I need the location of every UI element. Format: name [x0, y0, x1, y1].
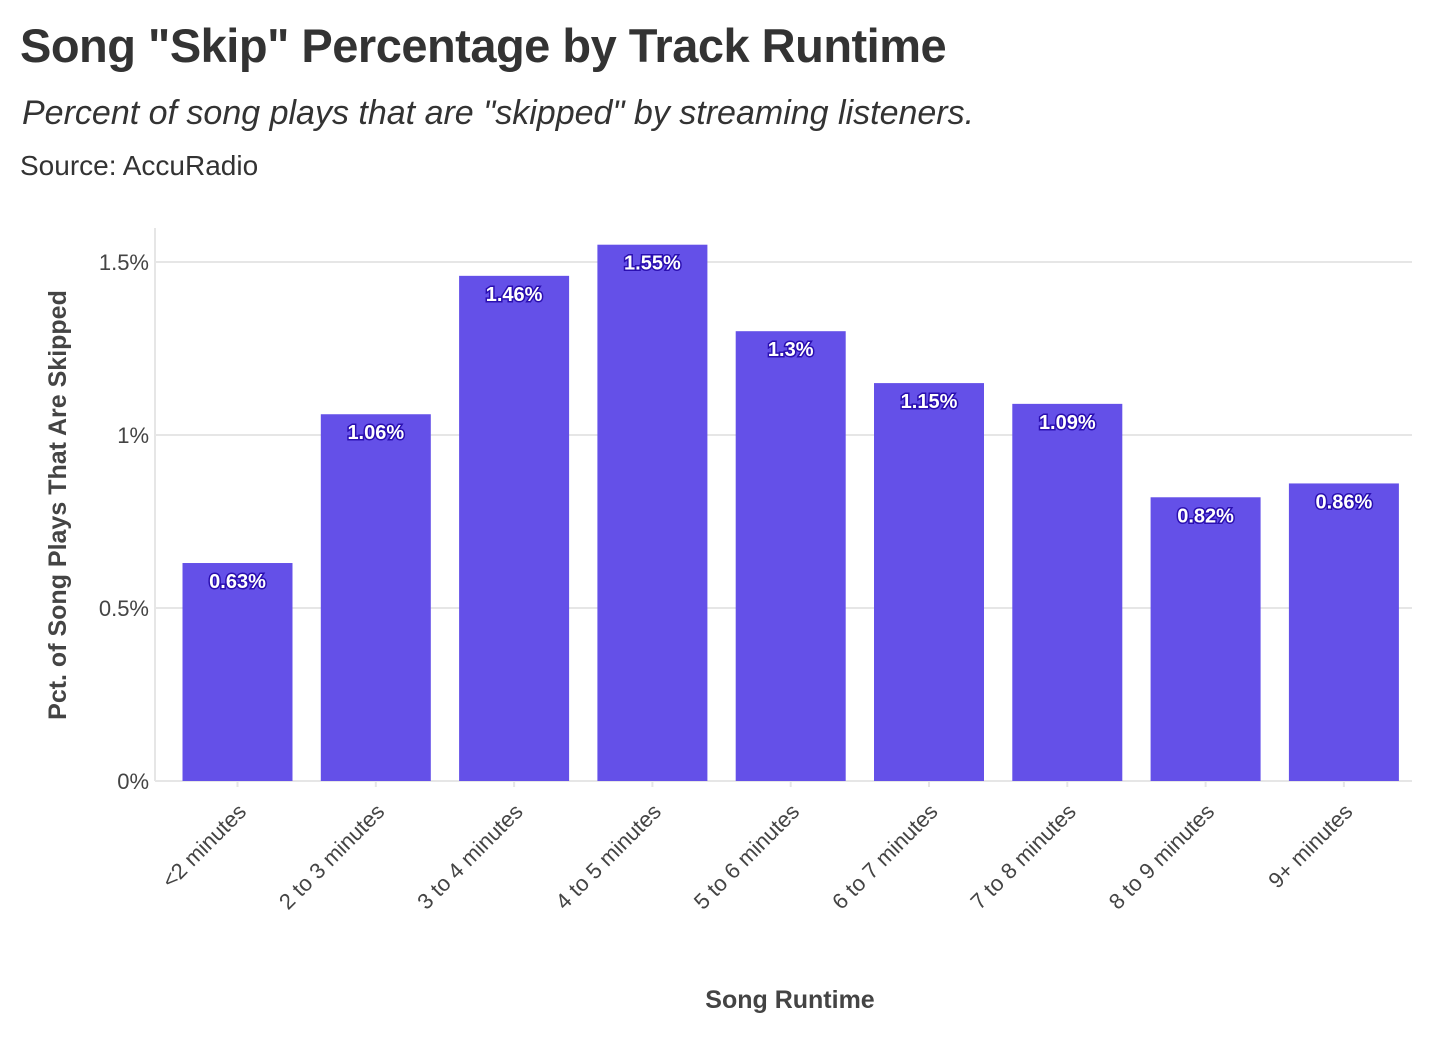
y-tick-label: 0.5% — [99, 596, 149, 621]
bar — [1150, 497, 1261, 781]
y-tick-label: 1% — [117, 423, 149, 448]
bar — [735, 331, 846, 781]
bar-value-label: 1.55% — [624, 253, 681, 275]
bar — [182, 563, 293, 781]
chart-source: Source: AccuRadio — [20, 150, 259, 181]
bar-value-label: 1.46% — [486, 284, 543, 306]
x-axis-title: Song Runtime — [705, 986, 875, 1014]
x-tick-label: 7 to 8 minutes — [965, 799, 1080, 914]
bar — [1012, 403, 1123, 781]
x-axis-ticks: <2 minutes 2 to 3 minutes 3 to 4 minutes 4 … — [157, 781, 1357, 914]
bar-value-label: 1.09% — [1039, 412, 1096, 434]
chart-title: Song "Skip" Percentage by Track Runtime — [20, 19, 947, 72]
bar — [597, 244, 708, 781]
bar-value-label: 1.15% — [901, 391, 958, 413]
bars — [182, 244, 1399, 781]
x-tick-label: <2 minutes — [157, 799, 251, 893]
bar-value-label: 0.63% — [209, 571, 266, 593]
y-axis-ticks: 0% 0.5% 1% 1.5% — [99, 250, 149, 794]
y-axis-title: Pct. of Song Plays That Are Skipped — [44, 290, 72, 720]
chart-subtitle: Percent of song plays that are "skipped"… — [22, 94, 975, 132]
bar — [459, 275, 570, 781]
y-tick-label: 1.5% — [99, 250, 149, 275]
bar-value-label: 0.82% — [1177, 505, 1234, 527]
x-tick-label: 2 to 3 minutes — [274, 799, 389, 914]
bar-value-label: 1.3% — [768, 339, 814, 361]
x-tick-label: 9+ minutes — [1263, 799, 1357, 893]
y-tick-label: 0% — [117, 769, 149, 794]
bar-value-label: 0.86% — [1316, 491, 1373, 513]
bar — [1288, 483, 1399, 781]
bar-value-label: 1.06% — [347, 422, 404, 444]
bar — [320, 414, 431, 781]
bar-value-labels: 0.63% 1.06% 1.46% 1.55% 1.3% 1.15% 1.09% 0.82% 0… — [208, 251, 1374, 594]
bar — [874, 383, 984, 781]
x-tick-label: 6 to 7 minutes — [827, 799, 942, 914]
x-tick-label: 8 to 9 minutes — [1104, 799, 1219, 914]
x-tick-label: 4 to 5 minutes — [551, 799, 666, 914]
x-tick-label: 3 to 4 minutes — [412, 799, 527, 914]
x-tick-label: 5 to 6 minutes — [689, 799, 804, 914]
